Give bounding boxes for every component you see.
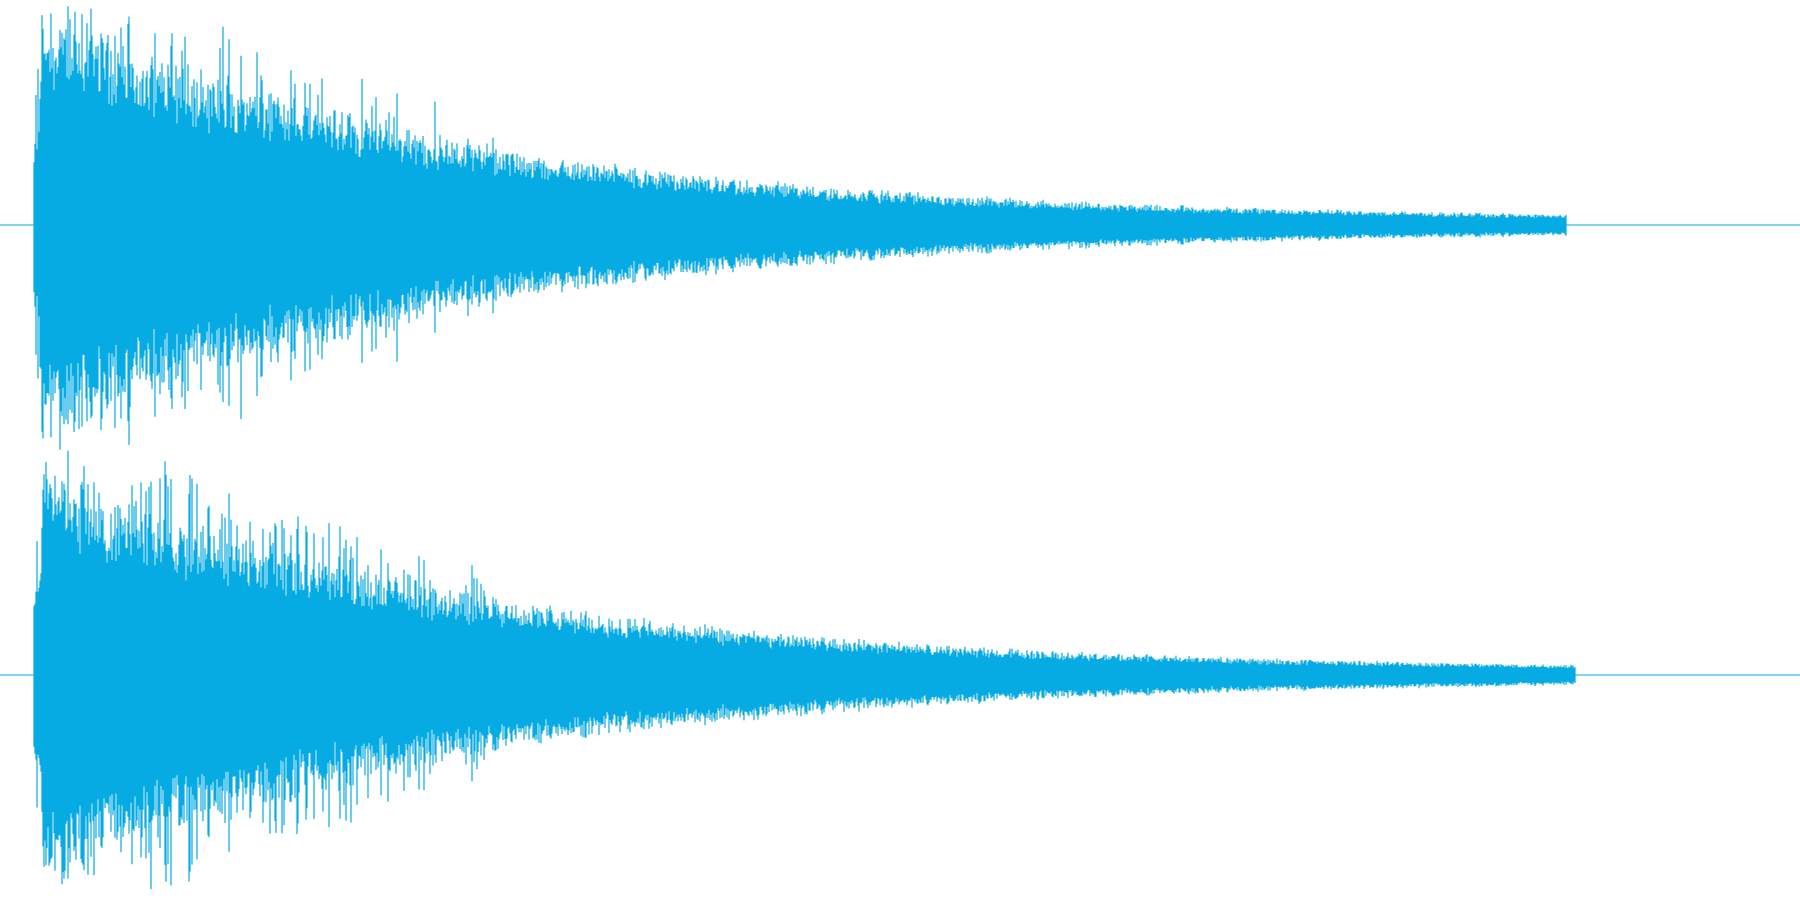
channel-left-waveform bbox=[33, 6, 1567, 450]
waveform-channel-left[interactable] bbox=[0, 6, 1800, 450]
waveform-channel-right[interactable] bbox=[0, 450, 1800, 890]
channel-right-waveform bbox=[33, 450, 1576, 890]
